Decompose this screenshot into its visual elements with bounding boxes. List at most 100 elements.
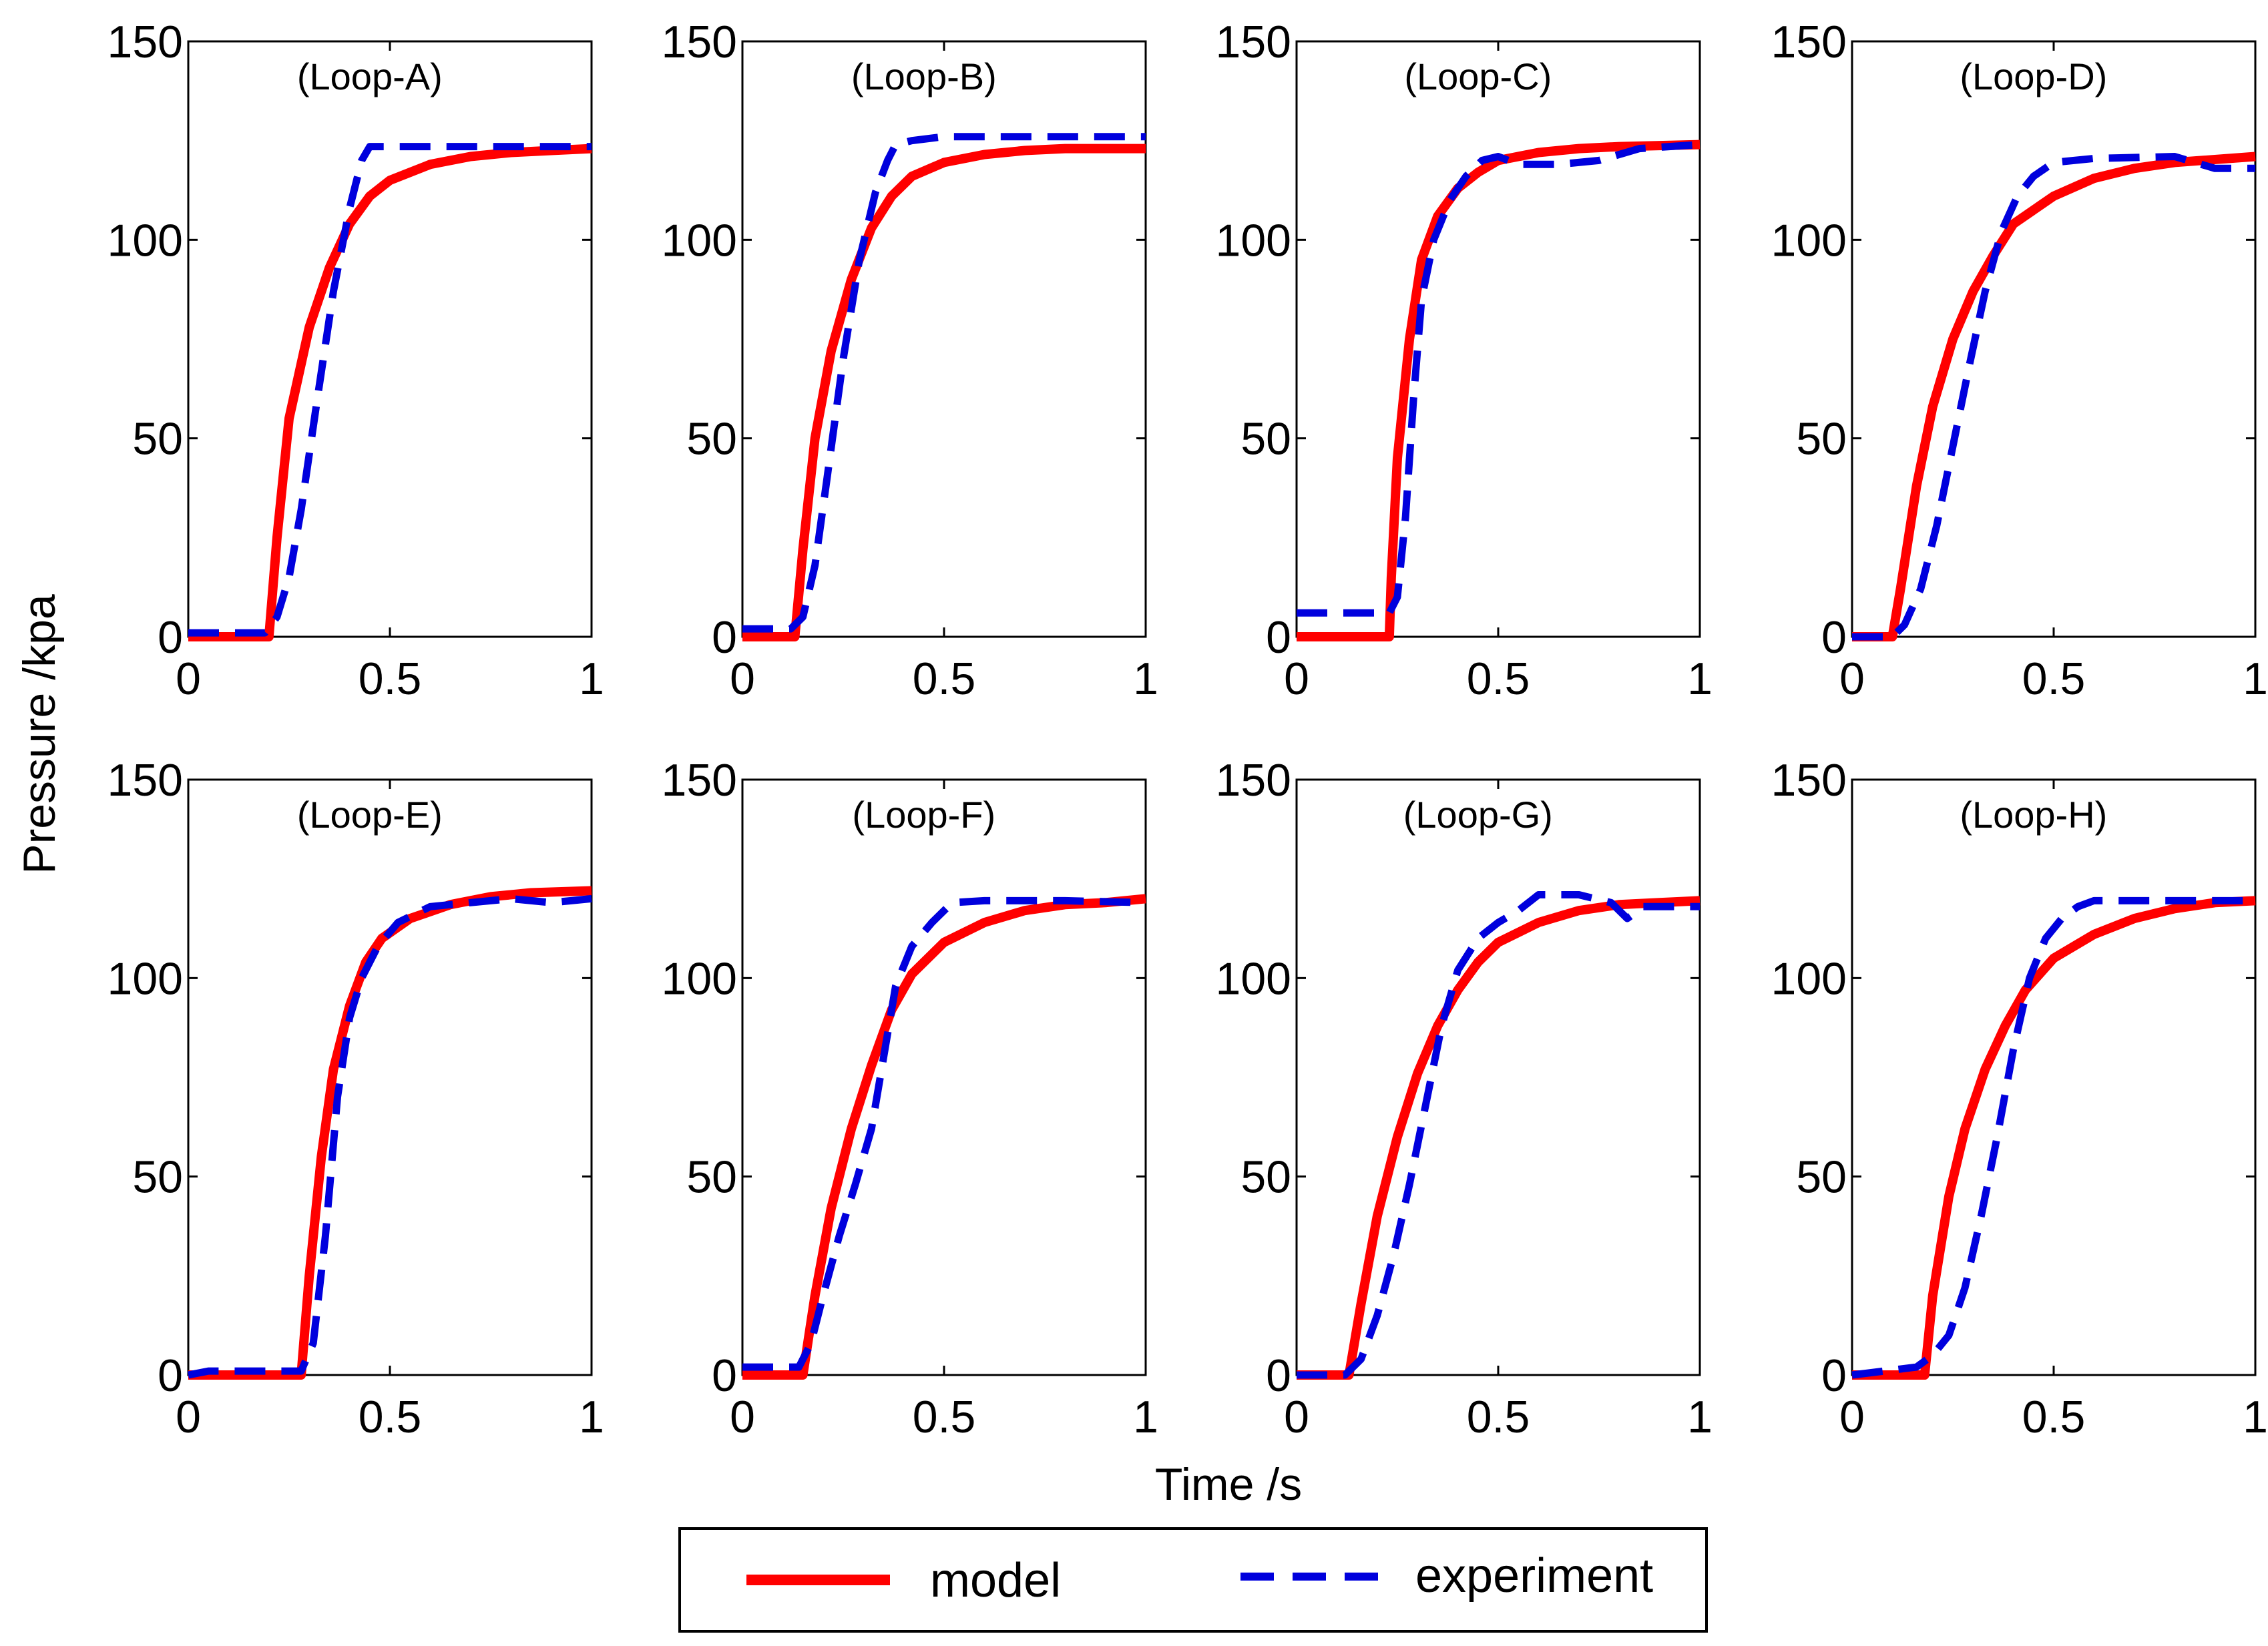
y-tick-label: 100 (1216, 953, 1291, 1004)
experiment-series-line (1297, 891, 1700, 1379)
panel-title: (Loop-D) (1960, 55, 2107, 97)
panel-title: (Loop-C) (1404, 55, 1552, 97)
y-tick-label: 0 (1821, 1350, 1847, 1401)
experiment-series-line (1297, 141, 1700, 617)
panel-loop-f: 0 0.5 1 0 50 100 150 (Loop-F) (662, 755, 1158, 1442)
y-tick-label: 0 (712, 612, 737, 663)
x-tick-label: 1 (579, 653, 604, 704)
experiment-series-line (1852, 153, 2255, 641)
x-tick-label: 1 (2243, 653, 2268, 704)
x-tick-label: 0 (1839, 653, 1865, 704)
x-tick-label: 0.5 (1467, 653, 1530, 704)
y-tick-label: 150 (1771, 755, 1847, 806)
panel-title: (Loop-F) (852, 794, 995, 836)
y-tick-label: 100 (107, 953, 183, 1004)
y-tick-label: 0 (1821, 612, 1847, 663)
y-tick-label: 0 (158, 612, 183, 663)
x-tick-label: 0.5 (1467, 1392, 1530, 1442)
experiment-series-line (742, 133, 1146, 633)
x-axis-label: Time /s (1155, 1459, 1302, 1510)
x-tick-label: 0 (1284, 653, 1309, 704)
y-tick-label: 0 (1266, 612, 1291, 663)
y-tick-label: 150 (1771, 17, 1847, 67)
y-tick-label: 150 (1216, 755, 1291, 806)
y-tick-label: 50 (686, 1152, 737, 1203)
panel-title: (Loop-A) (297, 55, 443, 97)
experiment-series-line (188, 143, 592, 637)
experiment-series-line (187, 894, 592, 1379)
plot-frame (1295, 40, 1701, 638)
panel-title: (Loop-G) (1403, 794, 1553, 836)
panel-title: (Loop-B) (851, 55, 997, 97)
plot-frame (1851, 40, 2257, 638)
panel-loop-h: 0 0.5 1 0 50 100 150 (Loop-H) (1771, 755, 2268, 1442)
y-tick-label: 50 (1240, 414, 1291, 465)
y-tick-label: 50 (686, 414, 737, 465)
y-tick-label: 150 (662, 17, 737, 67)
experiment-series-line (1851, 896, 2255, 1379)
legend: model experiment (678, 1527, 1708, 1633)
y-tick-label: 150 (107, 17, 183, 67)
y-tick-label: 100 (662, 953, 737, 1004)
model-series-line (742, 144, 1146, 641)
y-tick-label: 100 (1216, 215, 1291, 266)
legend-experiment-label: experiment (1415, 1549, 1653, 1603)
y-tick-label: 50 (1240, 1152, 1291, 1203)
model-series-line (742, 894, 1146, 1380)
y-tick-label: 150 (1216, 17, 1291, 67)
y-tick-label: 100 (662, 215, 737, 266)
plot-frame (187, 778, 593, 1376)
y-tick-label: 50 (1796, 414, 1847, 465)
plot-frame (1851, 778, 2257, 1376)
panel-loop-a: 0 0.5 1 0 50 100 150 (Loop-A) (107, 17, 604, 704)
model-series-line (1852, 896, 2256, 1380)
x-tick-label: 0.5 (359, 1392, 422, 1442)
model-series-line (1297, 140, 1700, 641)
plot-frame (1295, 778, 1701, 1376)
x-tick-label: 1 (2243, 1392, 2268, 1442)
x-tick-label: 0.5 (359, 653, 422, 704)
y-tick-label: 150 (662, 755, 737, 806)
x-tick-label: 1 (579, 1392, 604, 1442)
plot-frame (741, 778, 1147, 1376)
panel-loop-e: 0 0.5 1 0 50 100 150 (Loop-E) (107, 755, 604, 1442)
y-tick-label: 0 (1266, 1350, 1291, 1401)
y-tick-label: 50 (1796, 1152, 1847, 1203)
x-tick-label: 0.5 (2022, 1392, 2086, 1442)
y-tick-label: 0 (712, 1350, 737, 1401)
x-tick-label: 0 (176, 1392, 201, 1442)
x-tick-label: 0.5 (2022, 653, 2086, 704)
experiment-series-line (742, 896, 1146, 1371)
panel-loop-c: 0 0.5 1 0 50 100 150 (Loop-C) (1216, 17, 1713, 704)
y-tick-label: 150 (107, 755, 183, 806)
x-tick-label: 0 (1284, 1392, 1309, 1442)
panel-loop-g: 0 0.5 1 0 50 100 150 (Loop-G) (1216, 755, 1713, 1442)
x-tick-label: 0 (1839, 1392, 1865, 1442)
y-tick-label: 50 (132, 414, 183, 465)
panel-title: (Loop-E) (297, 794, 443, 836)
x-tick-label: 1 (1133, 1392, 1158, 1442)
y-tick-label: 0 (158, 1350, 183, 1401)
x-tick-label: 1 (1687, 1392, 1713, 1442)
x-tick-label: 0 (730, 653, 755, 704)
y-axis-label: Pressure /kpa (14, 594, 65, 874)
x-tick-label: 1 (1133, 653, 1158, 704)
legend-model-label: model (930, 1554, 1061, 1607)
panel-loop-d: 0 0.5 1 0 50 100 150 (Loop-D) (1771, 17, 2268, 704)
x-tick-label: 0.5 (913, 653, 976, 704)
model-series-line (1297, 896, 1700, 1380)
x-tick-label: 0.5 (913, 1392, 976, 1442)
panel-title: (Loop-H) (1960, 794, 2107, 836)
x-tick-label: 0 (176, 653, 201, 704)
model-series-line (1852, 152, 2256, 641)
y-tick-label: 100 (1771, 953, 1847, 1004)
plot-frame (187, 40, 593, 638)
y-tick-label: 100 (107, 215, 183, 266)
panel-loop-b: 0 0.5 1 0 50 100 150 (Loop-B) (662, 17, 1158, 704)
model-series-line (188, 144, 592, 641)
y-tick-label: 100 (1771, 215, 1847, 266)
y-tick-label: 50 (132, 1152, 183, 1203)
x-tick-label: 1 (1687, 653, 1713, 704)
